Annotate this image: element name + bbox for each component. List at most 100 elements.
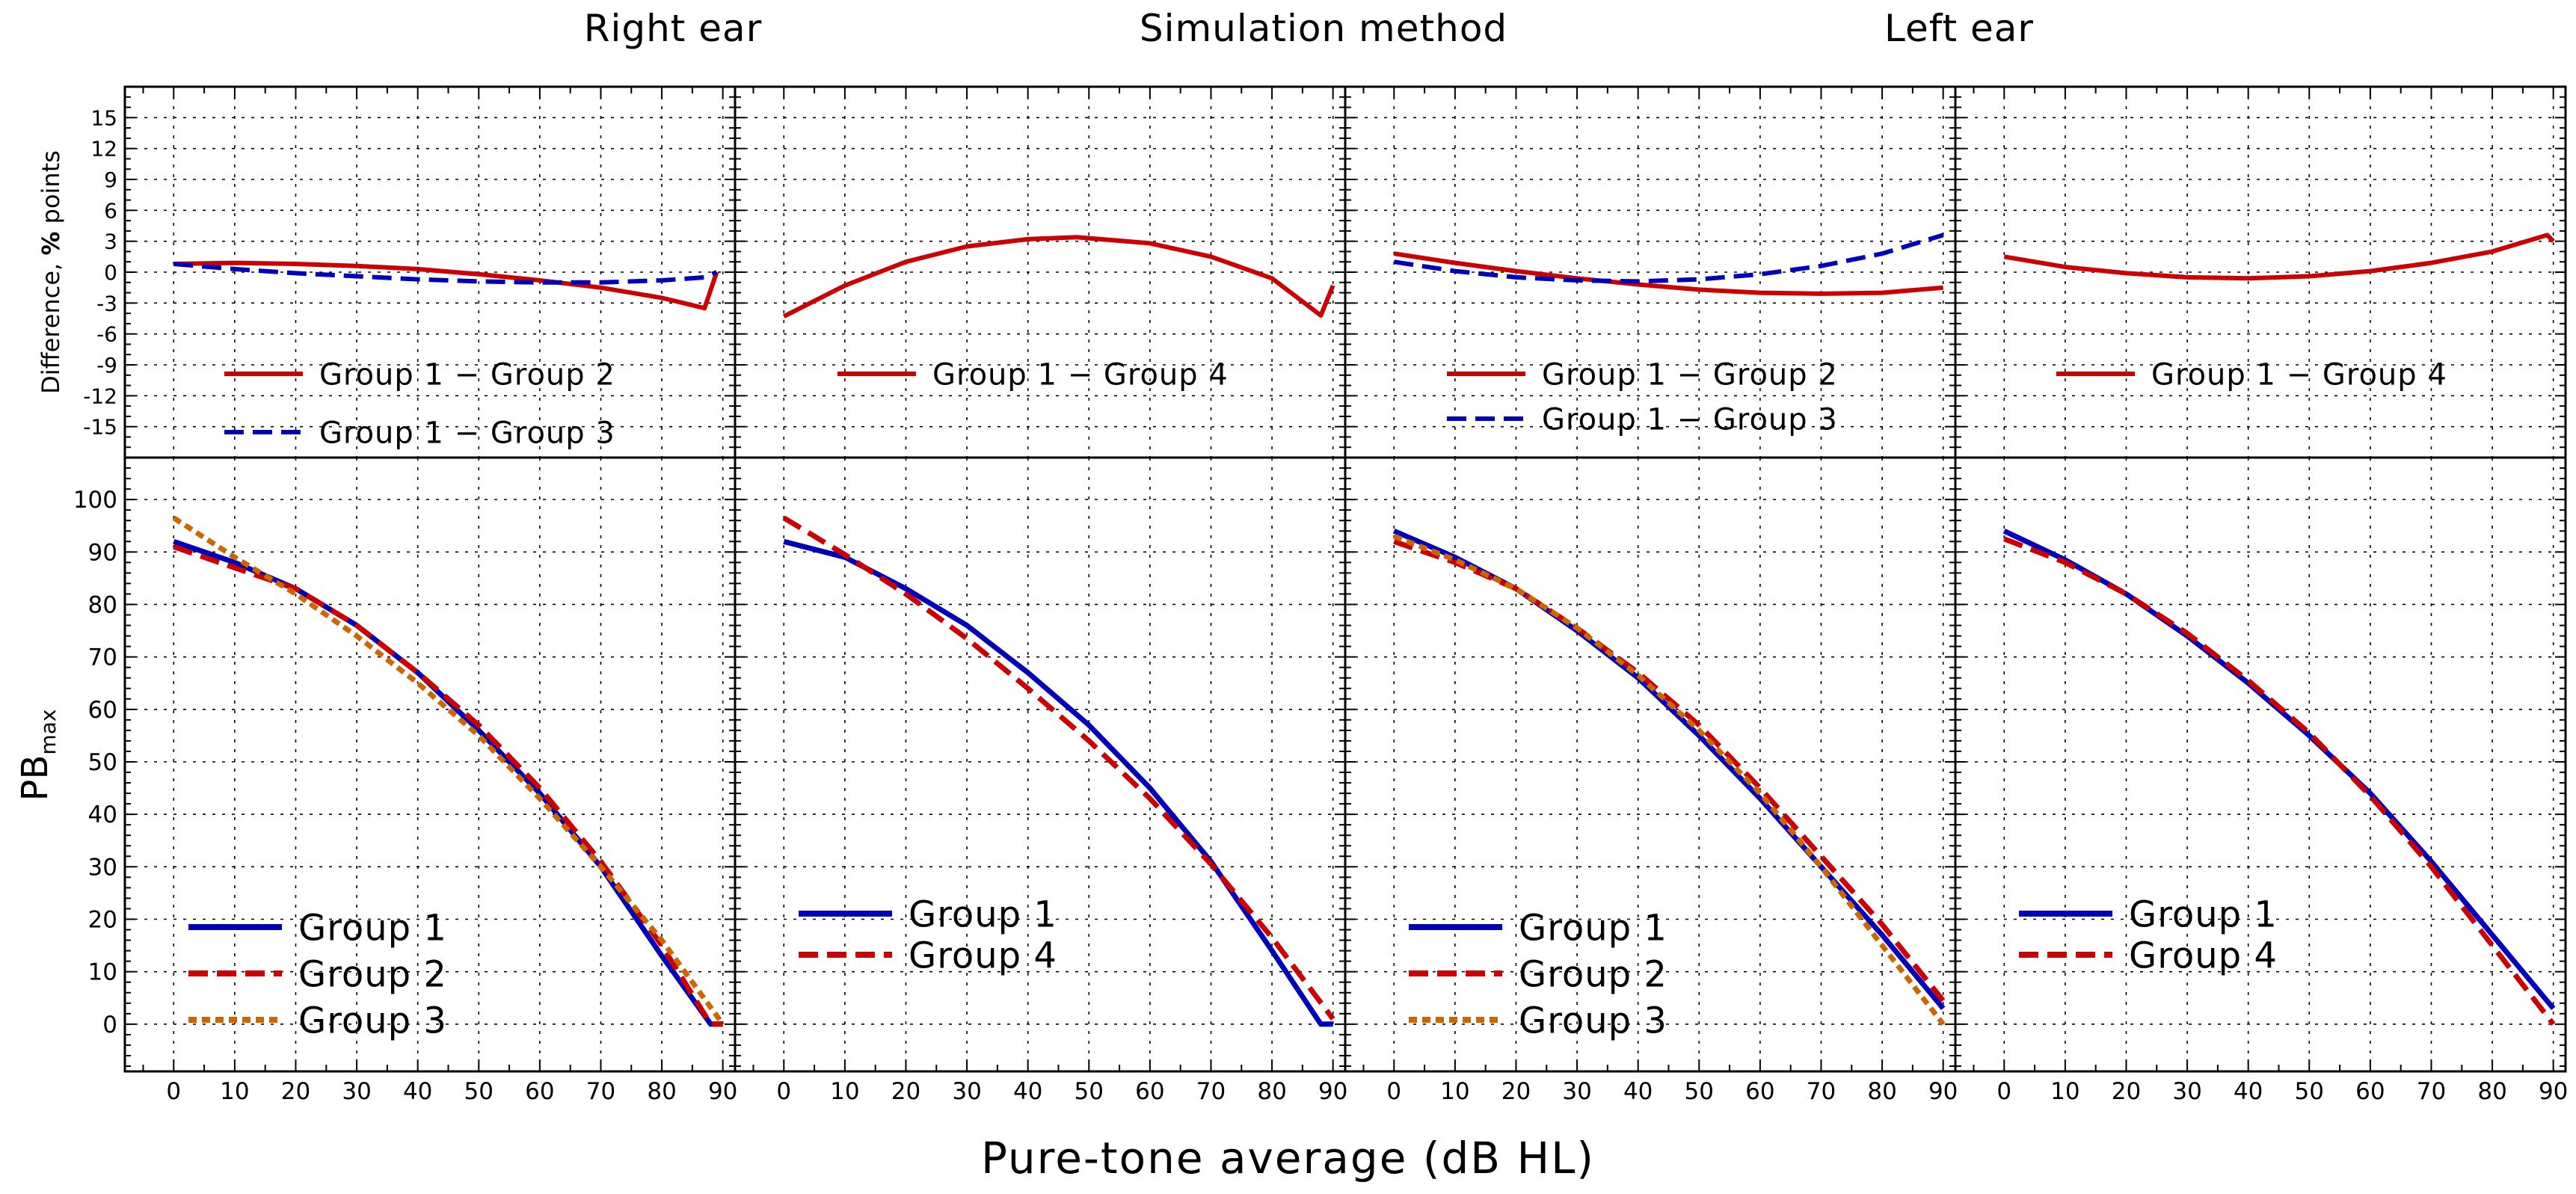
top-2-legend-label-0: Group 1 − Group 4 [932, 357, 1229, 392]
bottom-2-xtick-label-50: 50 [1075, 1078, 1104, 1105]
top-1-ytick-label-6: 6 [104, 198, 117, 223]
bottom-3-xtick-label-90: 90 [1928, 1078, 1958, 1105]
bottom-1-xtick-label-20: 20 [281, 1078, 310, 1105]
top-1-ytick-label-12: 12 [90, 137, 117, 161]
bottom-4-legend-label-0: Group 1 [2129, 893, 2278, 935]
bottom-3-legend-label-1: Group 2 [1519, 953, 1667, 995]
bottom-2-xtick-label-0: 0 [776, 1078, 791, 1105]
bottom-4-xtick-label-0: 0 [1996, 1078, 2011, 1105]
bottom-3-xtick-label-30: 30 [1562, 1078, 1591, 1105]
bottom-1-ytick-label-10: 10 [88, 959, 117, 986]
top-2-series-line-0 [782, 235, 1335, 318]
bottom-1-ytick-label-100: 100 [73, 487, 117, 514]
top-1-ytick-label--9: -9 [96, 353, 117, 378]
bottom-1-xtick-label-30: 30 [342, 1078, 371, 1105]
bottom-4-series-line-0 [2002, 529, 2556, 1011]
bottom-4-xtick-label-60: 60 [2355, 1078, 2385, 1105]
bottom-4-frame [1954, 456, 2567, 1073]
bottom-1-ytick-label-50: 50 [88, 749, 117, 776]
top-1-ytick-label--12: -12 [83, 384, 117, 408]
bottom-2-xtick-label-80: 80 [1257, 1078, 1286, 1105]
bottom-1-series-line-0 [173, 538, 723, 1027]
bottom-4-xtick-label-80: 80 [2477, 1078, 2506, 1105]
bottom-1-xtick-label-0: 0 [166, 1078, 181, 1105]
bottom-1-xtick-label-60: 60 [525, 1078, 554, 1105]
bottom-3-series-line-0 [1392, 528, 1946, 1011]
bottom-1-ytick-label-90: 90 [88, 539, 117, 566]
top-4-frame [1954, 85, 2567, 459]
top-1-ytick-label--15: -15 [83, 415, 117, 440]
top-3-legend-label-1: Group 1 − Group 3 [1542, 402, 1838, 437]
bottom-3-xtick-label-10: 10 [1440, 1078, 1469, 1105]
bottom-2-legend-label-0: Group 1 [909, 893, 1057, 935]
header-right-ear: Right ear [583, 7, 763, 50]
top-1-ytick-label--6: -6 [96, 322, 117, 347]
bottom-2-xtick-label-90: 90 [1318, 1078, 1347, 1105]
top-1-ytick-label-0: 0 [104, 260, 117, 285]
top-1-series-line-1 [173, 262, 718, 285]
top-4-legend-label-0: Group 1 − Group 4 [2151, 357, 2447, 392]
bottom-1-series-line-2 [172, 515, 725, 1026]
bottom-2-frame [734, 456, 1347, 1073]
bottom-2-xtick-label-30: 30 [952, 1078, 981, 1105]
top-3-series-line-1 [1393, 233, 1944, 284]
bottom-1-xtick-label-10: 10 [220, 1078, 249, 1105]
bottom-3-xtick-label-60: 60 [1745, 1078, 1774, 1105]
bottom-2-xtick-label-20: 20 [891, 1078, 920, 1105]
bottom-2-series-line-0 [783, 538, 1333, 1027]
header-left-ear: Left ear [1884, 7, 2034, 50]
bottom-1-xtick-label-90: 90 [708, 1078, 737, 1105]
bottom-3-xtick-label-0: 0 [1386, 1078, 1401, 1105]
bottom-1-xtick-label-80: 80 [647, 1078, 676, 1105]
bottom-1-ytick-label-60: 60 [88, 697, 117, 724]
bottom-4-series-line-1 [2003, 536, 2556, 1026]
bottom-2-xtick-label-10: 10 [830, 1078, 859, 1105]
bottom-3-xtick-label-50: 50 [1685, 1078, 1714, 1105]
bottom-2-xtick-label-40: 40 [1013, 1078, 1042, 1105]
bottom-2-xtick-label-70: 70 [1196, 1078, 1226, 1105]
bottom-3-legend-label-0: Group 1 [1519, 907, 1667, 949]
bottom-4-xtick-label-40: 40 [2234, 1078, 2263, 1105]
bottom-4-xtick-label-70: 70 [2417, 1078, 2446, 1105]
top-1-legend-label-1: Group 1 − Group 3 [319, 416, 615, 450]
top-1-legend-label-0: Group 1 − Group 2 [319, 357, 615, 392]
bottom-1-series-line-1 [173, 544, 723, 1027]
bottom-1-ytick-label-30: 30 [88, 854, 117, 881]
bottom-3-xtick-label-80: 80 [1867, 1078, 1896, 1105]
bottom-3-legend-label-2: Group 3 [1519, 1000, 1667, 1041]
bottom-1-ytick-label-70: 70 [88, 644, 117, 671]
bottom-4-xtick-label-10: 10 [2050, 1078, 2079, 1105]
bottom-1-ytick-label-0: 0 [102, 1012, 117, 1038]
top-1-ytick-label-3: 3 [104, 230, 117, 254]
bottom-1-legend-label-0: Group 1 [298, 907, 447, 949]
bottom-3-xtick-label-20: 20 [1501, 1078, 1531, 1105]
bottom-1-xtick-label-70: 70 [586, 1078, 615, 1105]
bottom-4-xtick-label-90: 90 [2539, 1078, 2568, 1105]
bottom-4-xtick-label-30: 30 [2172, 1078, 2201, 1105]
header-simulation-method: Simulation method [1139, 7, 1508, 50]
bottom-2-xtick-label-60: 60 [1135, 1078, 1164, 1105]
bottom-1-legend-label-2: Group 3 [298, 1000, 447, 1041]
bottom-4-xtick-label-50: 50 [2295, 1078, 2324, 1105]
bottom-3-series-line-2 [1393, 534, 1946, 1026]
bottom-1-ytick-label-40: 40 [88, 801, 117, 828]
bottom-1-ytick-label-80: 80 [88, 591, 117, 618]
top-1-ytick-label-15: 15 [90, 105, 117, 130]
bottom-3-series-line-1 [1393, 538, 1946, 1003]
top-1-ytick-label--3: -3 [96, 291, 117, 316]
bottom-1-xtick-label-40: 40 [403, 1078, 432, 1105]
top-4-series-line-0 [2003, 233, 2555, 281]
top-1-ytick-label-9: 9 [104, 167, 117, 192]
bottom-3-xtick-label-40: 40 [1623, 1078, 1653, 1105]
bottom-4-xtick-label-20: 20 [2112, 1078, 2141, 1105]
bottom-2-legend-label-1: Group 4 [909, 935, 1057, 976]
bottom-2-series-line-1 [782, 515, 1335, 1021]
top-3-legend-label-0: Group 1 − Group 2 [1542, 357, 1838, 392]
bottom-1-legend-label-1: Group 2 [298, 953, 447, 995]
bottom-1-xtick-label-50: 50 [464, 1078, 494, 1105]
top-3-series-line-0 [1393, 251, 1943, 296]
bottom-3-xtick-label-70: 70 [1807, 1078, 1836, 1105]
top-1-series-line-0 [173, 260, 719, 311]
